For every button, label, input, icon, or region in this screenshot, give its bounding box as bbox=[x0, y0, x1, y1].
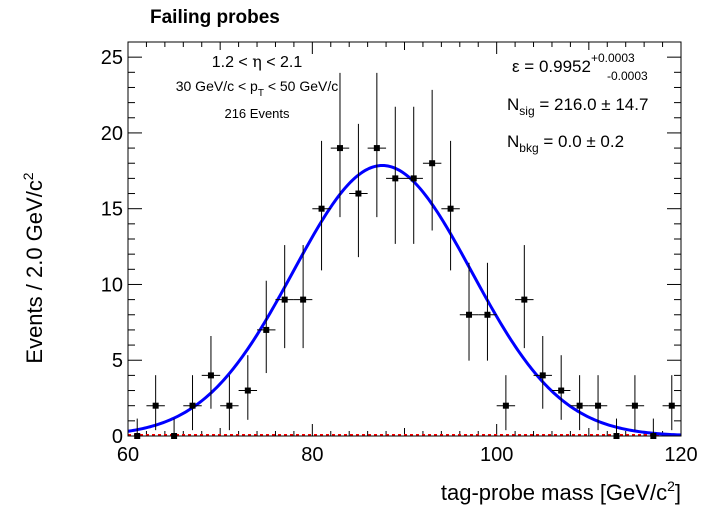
data-point bbox=[422, 89, 442, 231]
x-tick-label: 100 bbox=[480, 444, 513, 466]
data-point bbox=[257, 280, 276, 374]
y-axis-label: Events / 2.0 GeV/c2 bbox=[20, 172, 47, 363]
data-marker bbox=[226, 402, 233, 409]
data-point bbox=[330, 72, 350, 218]
data-marker bbox=[466, 311, 473, 318]
data-point bbox=[625, 375, 645, 431]
data-point bbox=[275, 245, 294, 349]
data-point bbox=[441, 140, 460, 271]
data-point bbox=[367, 72, 387, 218]
plot-frame bbox=[127, 41, 682, 437]
data-point bbox=[588, 375, 608, 431]
data-point bbox=[183, 375, 202, 431]
data-marker bbox=[281, 296, 288, 303]
data-marker bbox=[558, 387, 565, 394]
data-point bbox=[349, 123, 368, 258]
data-marker bbox=[189, 402, 196, 409]
data-point bbox=[220, 375, 239, 431]
data-marker bbox=[595, 402, 602, 409]
n-signal-label: Nsig = 216.0 ± 14.7 bbox=[507, 95, 648, 118]
data-marker bbox=[263, 326, 270, 333]
data-marker bbox=[207, 372, 214, 379]
total-fit-curve bbox=[127, 163, 682, 437]
x-tick-label: 80 bbox=[301, 444, 323, 466]
data-point bbox=[238, 355, 258, 420]
y-tick-label: 20 bbox=[101, 123, 123, 145]
efficiency-label: ε = 0.9952+0.0003 -0.0003 bbox=[512, 51, 648, 83]
data-point bbox=[570, 375, 589, 431]
y-tick-label: 0 bbox=[112, 426, 123, 448]
data-marker bbox=[668, 402, 675, 409]
data-marker bbox=[355, 190, 362, 197]
data-marker bbox=[410, 175, 417, 182]
data-marker bbox=[502, 402, 509, 409]
y-tick-label: 15 bbox=[101, 199, 123, 221]
x-axis-label: tag-probe mass [GeV/c2] bbox=[441, 478, 681, 505]
data-marker bbox=[539, 372, 546, 379]
data-point bbox=[459, 262, 479, 361]
data-marker bbox=[244, 387, 251, 394]
n-background-label: Nbkg = 0.0 ± 0.2 bbox=[507, 132, 624, 155]
total-fit-layer bbox=[127, 163, 682, 437]
x-tick-label: 120 bbox=[664, 444, 697, 466]
data-marker bbox=[429, 160, 436, 167]
data-point bbox=[533, 335, 552, 409]
data-marker bbox=[336, 145, 343, 152]
data-marker bbox=[631, 402, 638, 409]
chart-title: Failing probes bbox=[150, 7, 280, 28]
x-tick-label: 60 bbox=[117, 444, 139, 466]
data-point bbox=[386, 106, 405, 244]
data-point bbox=[312, 140, 331, 271]
data-point bbox=[662, 375, 681, 431]
data-points-layer bbox=[128, 72, 681, 439]
data-marker bbox=[318, 205, 325, 212]
data-point bbox=[496, 375, 516, 431]
pt-range-label: 30 GeV/c < pT < 50 GeV/c bbox=[176, 78, 339, 99]
data-marker bbox=[447, 205, 454, 212]
data-point bbox=[515, 245, 534, 349]
y-tick-label: 25 bbox=[101, 47, 123, 69]
data-marker bbox=[373, 145, 380, 152]
data-point bbox=[404, 106, 423, 244]
data-point bbox=[478, 262, 497, 361]
eta-range-label: 1.2 < η < 2.1 bbox=[212, 52, 303, 71]
data-marker bbox=[484, 311, 491, 318]
data-marker bbox=[392, 175, 399, 182]
data-marker bbox=[300, 296, 307, 303]
data-marker bbox=[576, 402, 583, 409]
y-tick-label: 10 bbox=[101, 274, 123, 296]
event-count-label: 216 Events bbox=[224, 106, 290, 121]
data-point bbox=[551, 355, 571, 420]
y-tick-label: 5 bbox=[112, 350, 123, 372]
data-point bbox=[293, 245, 313, 349]
data-point bbox=[146, 375, 165, 431]
data-marker bbox=[152, 402, 159, 409]
data-marker bbox=[521, 296, 528, 303]
data-point bbox=[201, 335, 221, 409]
